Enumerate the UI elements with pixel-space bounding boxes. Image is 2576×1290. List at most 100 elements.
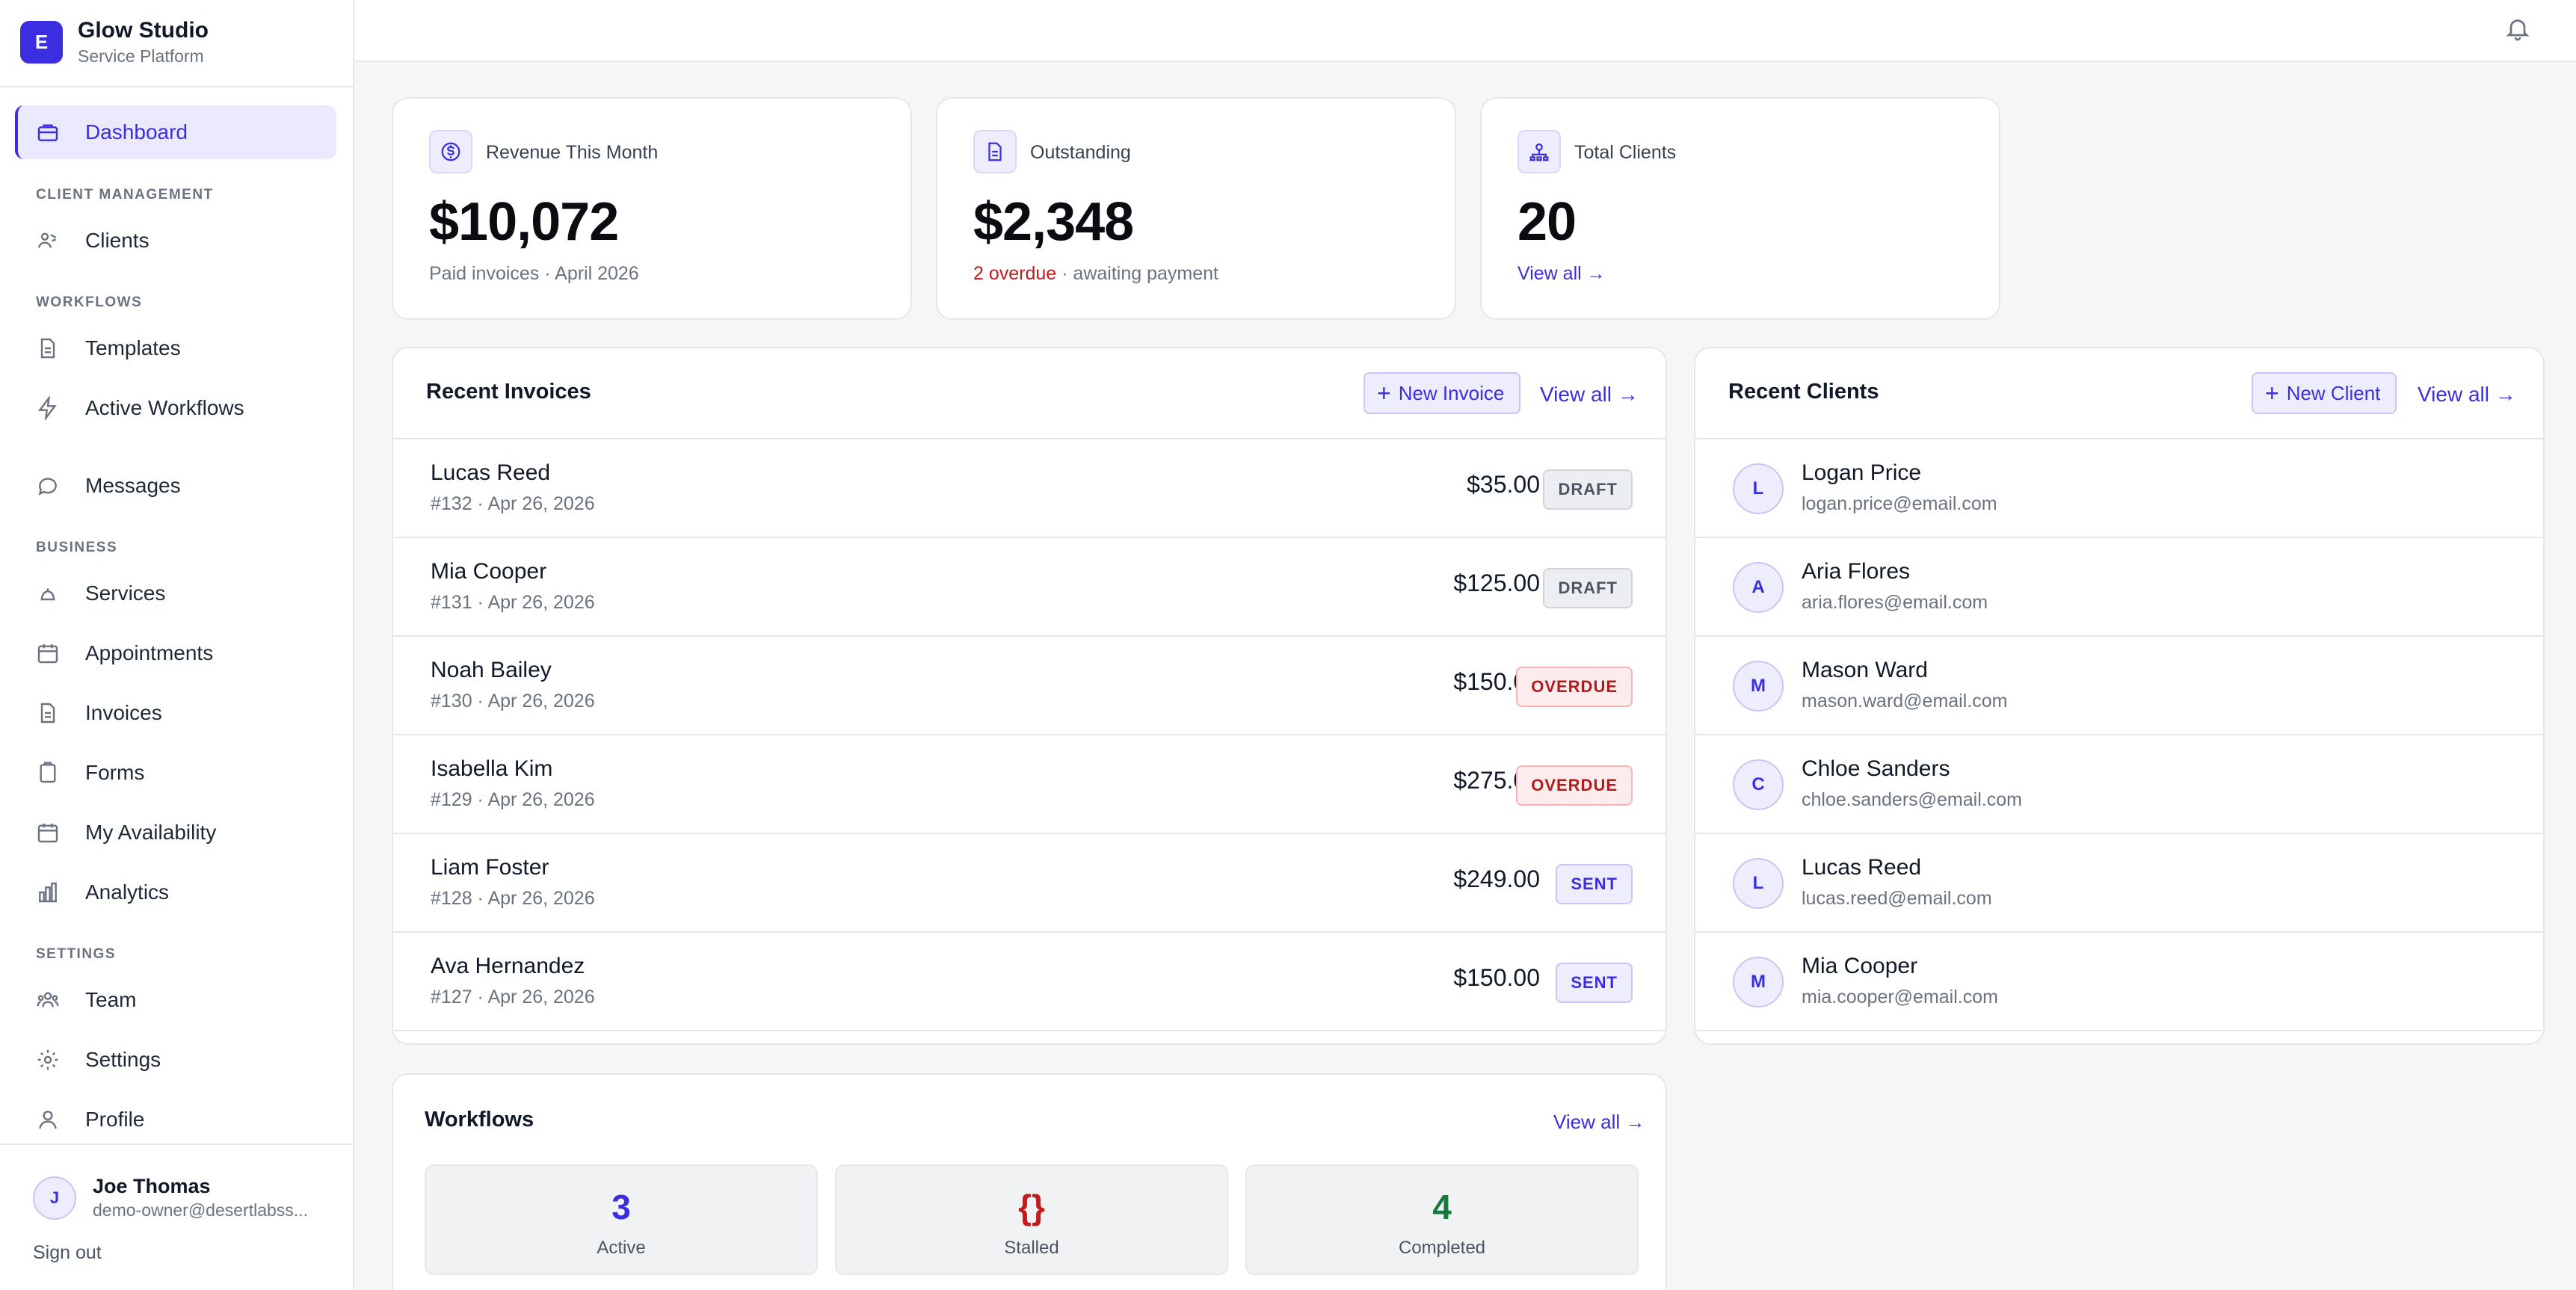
client-email: logan.price@email.com: [1802, 493, 1997, 514]
document-icon: [973, 130, 1017, 173]
invoice-amount: $249.00: [1453, 865, 1540, 892]
panel-header: Recent Clients + New Client View all →: [1695, 348, 2543, 439]
table-row[interactable]: Ava Hernandez #127 · Apr 26, 2026 $150.00 S…: [393, 933, 1666, 1031]
overdue-count: 2 overdue: [973, 263, 1057, 284]
list-item[interactable]: C Chloe Sanders chloe.sanders@email.com: [1695, 735, 2543, 834]
panel-title: Recent Invoices: [426, 380, 591, 404]
sidebar-item-label: Active Workflows: [85, 396, 244, 419]
sidebar-item-messages[interactable]: Messages: [15, 459, 336, 513]
sidebar-item-templates[interactable]: Templates: [15, 321, 336, 375]
client-name: Aria Flores: [1802, 559, 1911, 584]
stat-foot: Paid invoices · April 2026: [429, 263, 639, 284]
stat-foot: 2 overdue · awaiting payment: [973, 263, 1218, 285]
stat-label: Outstanding: [1030, 142, 1131, 163]
calendar-check-icon: [35, 820, 61, 845]
invoice-client-name: Noah Bailey: [431, 658, 552, 682]
invoice-meta: #132 · Apr 26, 2026: [431, 493, 595, 514]
calendar-icon: [35, 641, 61, 666]
bar-chart-icon: [35, 880, 61, 905]
sidebar-item-label: Team: [85, 988, 137, 1011]
sidebar-item-label: My Availability: [85, 821, 217, 844]
status-badge: SENT: [1556, 963, 1633, 1003]
briefcase-icon: [35, 120, 61, 145]
gear-icon: [35, 1047, 61, 1073]
panel-title: Workflows: [425, 1108, 534, 1132]
avatar: C: [1733, 759, 1784, 810]
workflow-stat-stalled[interactable]: {} Stalled: [835, 1164, 1228, 1275]
sidebar-item-label: Templates: [85, 336, 181, 359]
sidebar-item-appointments[interactable]: Appointments: [15, 626, 336, 680]
sidebar-item-clients[interactable]: Clients: [15, 214, 336, 268]
client-email: lucas.reed@email.com: [1802, 888, 1992, 909]
list-item[interactable]: L Logan Price logan.price@email.com: [1695, 439, 2543, 538]
table-row[interactable]: Isabella Kim #129 · Apr 26, 2026 $275.00 OV…: [393, 735, 1666, 834]
list-item[interactable]: A Aria Flores aria.flores@email.com: [1695, 538, 2543, 637]
sidebar-item-analytics[interactable]: Analytics: [15, 865, 336, 919]
client-name: Chloe Sanders: [1802, 756, 1950, 781]
clipboard-icon: [35, 760, 61, 786]
team-icon: [35, 987, 61, 1013]
brand-name: Glow Studio: [78, 18, 209, 43]
new-invoice-button[interactable]: + New Invoice: [1364, 372, 1521, 414]
button-label: New Invoice: [1398, 381, 1505, 404]
sidebar: E Glow Studio Service Platform Dashboard…: [0, 0, 354, 1290]
sidebar-item-team[interactable]: Team: [15, 973, 336, 1027]
person-icon: [35, 1107, 61, 1132]
avatar: L: [1733, 463, 1784, 514]
invoice-amount: $150.00: [1453, 964, 1540, 991]
top-bar: [354, 0, 2576, 62]
status-badge: DRAFT: [1543, 469, 1633, 510]
sidebar-item-forms[interactable]: Forms: [15, 746, 336, 800]
user-email: demo-owner@desertlabss...: [93, 1200, 308, 1220]
sidebar-item-profile[interactable]: Profile: [15, 1093, 336, 1147]
invoice-meta: #127 · Apr 26, 2026: [431, 987, 595, 1007]
view-all-recent-clients-link[interactable]: View all →: [2418, 383, 2516, 406]
new-client-button[interactable]: + New Client: [2252, 372, 2397, 414]
workflow-stat-value: 4: [1432, 1188, 1452, 1226]
invoice-client-name: Isabella Kim: [431, 756, 553, 781]
user-box: J Joe Thomas demo-owner@desertlabss... S…: [0, 1144, 353, 1290]
invoice-amount: $125.00: [1453, 570, 1540, 596]
view-all-workflows-link[interactable]: View all →: [1553, 1111, 1645, 1133]
invoice-icon: [35, 700, 61, 726]
table-row[interactable]: Lucas Reed #132 · Apr 26, 2026 $35.00 DRAFT: [393, 439, 1666, 538]
recent-clients-panel: Recent Clients + New Client View all → L…: [1694, 347, 2545, 1045]
table-row[interactable]: Liam Foster #128 · Apr 26, 2026 $249.00 SEN…: [393, 834, 1666, 933]
sidebar-item-label: Analytics: [85, 880, 170, 904]
sidebar-item-active-workflows[interactable]: Active Workflows: [15, 381, 336, 435]
plus-icon: +: [2265, 380, 2279, 407]
sidebar-item-dashboard[interactable]: Dashboard: [15, 105, 336, 159]
lightning-icon: [35, 395, 61, 421]
sign-out-link[interactable]: Sign out: [33, 1242, 102, 1263]
sidebar-item-invoices[interactable]: Invoices: [15, 686, 336, 740]
view-all-clients-link[interactable]: View all →: [1517, 263, 1606, 284]
recent-invoices-panel: Recent Invoices + New Invoice View all →…: [392, 347, 1667, 1045]
workflow-stat-label: Active: [597, 1238, 646, 1258]
list-item[interactable]: M Mason Ward mason.ward@email.com: [1695, 637, 2543, 735]
view-all-invoices-link[interactable]: View all →: [1540, 383, 1639, 406]
workflow-stat-active[interactable]: 3 Active: [425, 1164, 818, 1275]
sidebar-item-availability[interactable]: My Availability: [15, 806, 336, 860]
table-row[interactable]: Mia Cooper #131 · Apr 26, 2026 $125.00 DRAF…: [393, 538, 1666, 637]
sidebar-item-settings[interactable]: Settings: [15, 1033, 336, 1087]
sidebar-item-label: Profile: [85, 1108, 145, 1131]
stat-value: 20: [1517, 192, 1577, 252]
list-item[interactable]: L Lucas Reed lucas.reed@email.com: [1695, 834, 2543, 933]
notifications-bell-icon[interactable]: [2504, 15, 2534, 45]
stat-foot-rest: · awaiting payment: [1056, 263, 1218, 284]
document-icon: [35, 336, 61, 361]
stat-card-clients: Total Clients 20 View all →: [1480, 97, 2000, 320]
list-item[interactable]: M Mia Cooper mia.cooper@email.com: [1695, 933, 2543, 1031]
stat-card-revenue: Revenue This Month $10,072 Paid invoices…: [392, 97, 912, 320]
sidebar-item-services[interactable]: Services: [15, 567, 336, 620]
panel-header: Recent Invoices + New Invoice View all →: [393, 348, 1666, 439]
stat-card-outstanding: Outstanding $2,348 2 overdue · awaiting …: [936, 97, 1456, 320]
workflow-stat-completed[interactable]: 4 Completed: [1245, 1164, 1639, 1275]
sidebar-item-label: Messages: [85, 474, 181, 497]
invoice-client-name: Liam Foster: [431, 855, 549, 880]
chat-icon: [35, 473, 61, 499]
client-email: mia.cooper@email.com: [1802, 987, 1998, 1007]
avatar: A: [1733, 562, 1784, 613]
table-row[interactable]: Noah Bailey #130 · Apr 26, 2026 $150.00 OVE…: [393, 637, 1666, 735]
client-email: mason.ward@email.com: [1802, 691, 2008, 712]
